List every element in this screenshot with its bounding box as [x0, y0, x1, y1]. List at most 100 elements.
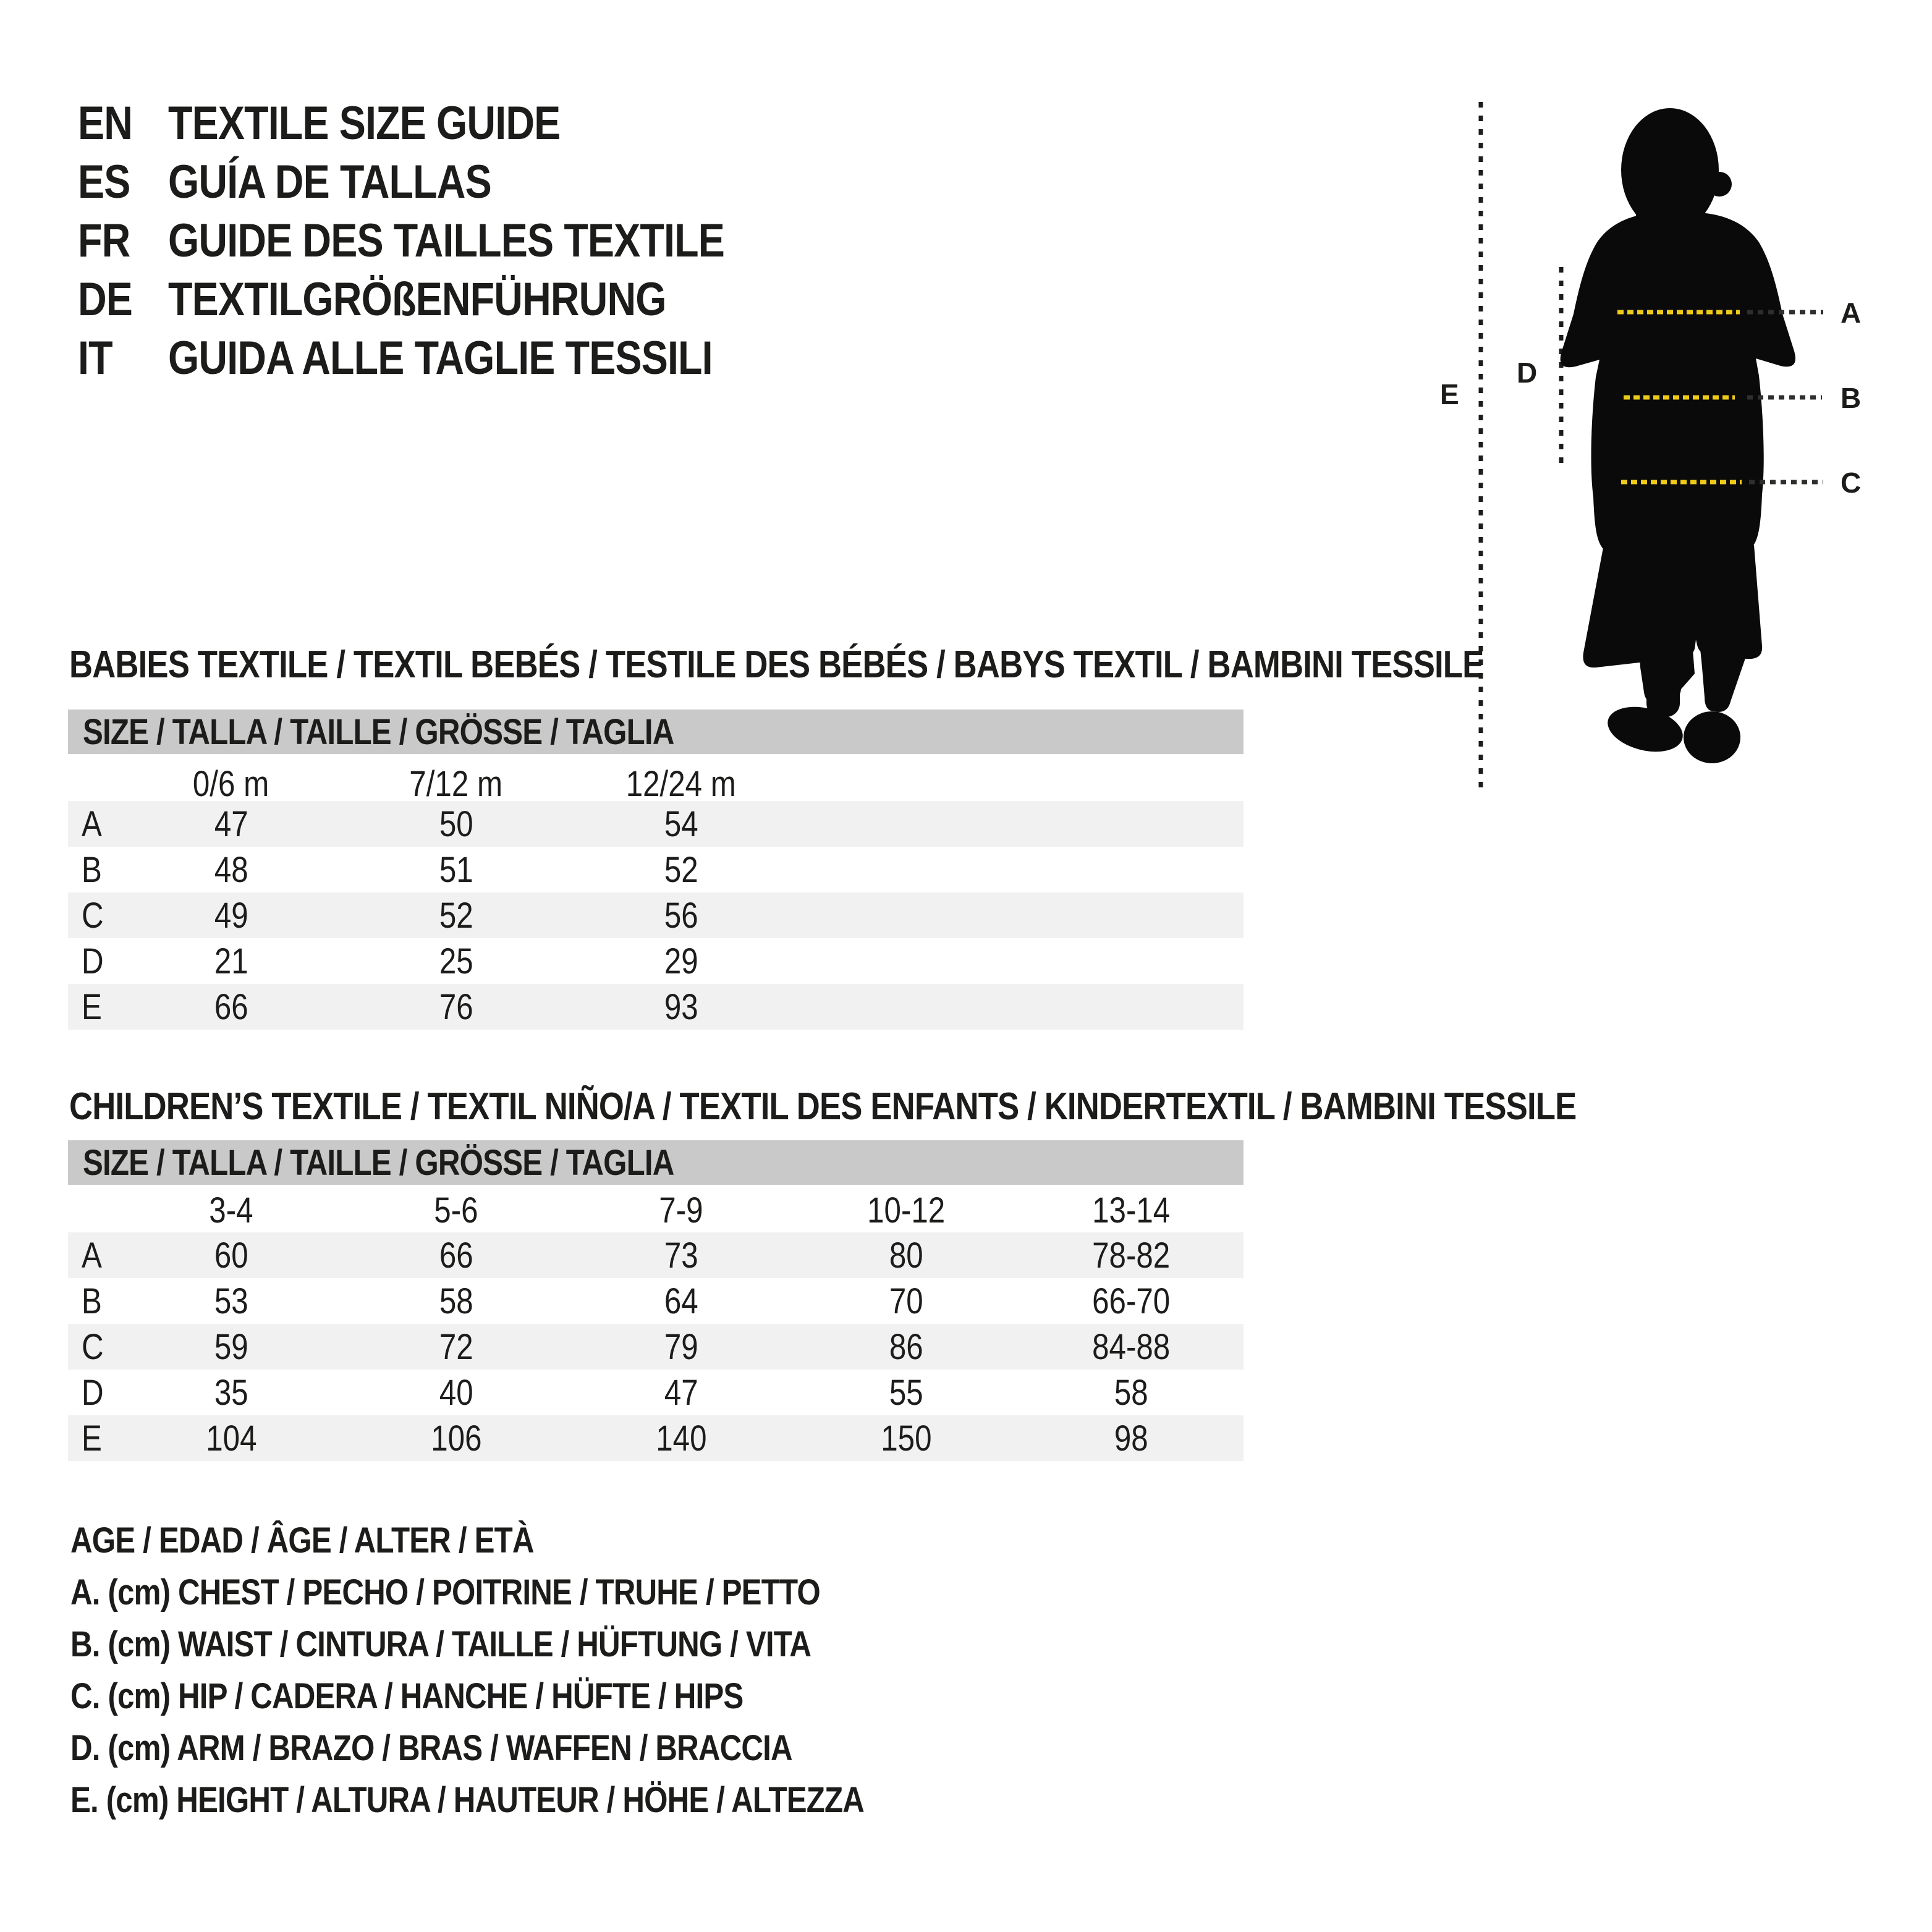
children-col-5-6: 5-6 — [434, 1190, 478, 1231]
cell-value: 150 — [880, 1418, 932, 1459]
children-col-3-4: 3-4 — [209, 1190, 253, 1231]
cell-value: 47 — [664, 1372, 698, 1413]
children-row-e: E 104 106 140 150 98 — [68, 1415, 1244, 1461]
cell-value: 66-70 — [1091, 1281, 1171, 1321]
cell-value: 84-88 — [1091, 1326, 1171, 1367]
children-section-title: CHILDREN’S TEXTILE / TEXTIL NIÑO/A / TEX… — [69, 1085, 1577, 1128]
row-label: D — [82, 1372, 104, 1413]
babies-section-title: BABIES TEXTILE / TEXTIL BEBÉS / TESTILE … — [69, 643, 1484, 686]
cell-value: 40 — [439, 1372, 473, 1413]
guide-title-it: GUIDA ALLE TAGLIE TESSILI — [168, 332, 713, 384]
cell-value: 52 — [664, 849, 698, 890]
guide-title-es: GUÍA DE TALLAS — [168, 156, 492, 208]
cell-value: 60 — [214, 1235, 248, 1276]
cell-value: 80 — [889, 1235, 923, 1276]
measure-label-a: A — [1841, 297, 1861, 329]
row-label: A — [82, 803, 102, 844]
babies-row-c: C 49 52 56 — [68, 892, 1244, 938]
babies-row-e: E 66 76 93 — [68, 984, 1244, 1030]
cell-value: 93 — [664, 986, 698, 1027]
row-label: A — [82, 1235, 102, 1276]
cell-value: 49 — [214, 895, 248, 936]
babies-row-b: B 48 51 52 — [68, 847, 1244, 892]
cell-value: 73 — [664, 1235, 698, 1276]
babies-col-12-24m: 12/24 m — [625, 763, 737, 804]
legend-chest: A. (cm) CHEST / PECHO / POITRINE / TRUHE… — [70, 1572, 821, 1612]
child-silhouette — [1560, 108, 1796, 763]
children-row-c: C 59 72 79 86 84-88 — [68, 1324, 1244, 1370]
cell-value: 29 — [664, 941, 698, 981]
child-measurement-diagram: A B C D E — [1440, 102, 1861, 794]
children-size-header-bar: SIZE / TALLA / TAILLE / GRÖSSE / TAGLIA — [68, 1140, 1244, 1185]
children-col-10-12: 10-12 — [866, 1190, 946, 1231]
cell-value: 52 — [439, 895, 473, 936]
legend-height: E. (cm) HEIGHT / ALTURA / HAUTEUR / HÖHE… — [70, 1780, 865, 1820]
cell-value: 47 — [214, 803, 248, 844]
cell-value: 55 — [889, 1372, 923, 1413]
legend-hip: C. (cm) HIP / CADERA / HANCHE / HÜFTE / … — [70, 1676, 744, 1716]
cell-value: 79 — [664, 1326, 698, 1367]
babies-size-header-bar: SIZE / TALLA / TAILLE / GRÖSSE / TAGLIA — [68, 710, 1244, 754]
lang-code: EN — [78, 97, 133, 150]
children-row-a: A 60 66 73 80 78-82 — [68, 1232, 1244, 1278]
row-label: B — [82, 1281, 102, 1321]
guide-title-de: TEXTILGRÖßENFÜHRUNG — [168, 273, 667, 326]
cell-value: 140 — [655, 1418, 707, 1459]
babies-row-a: A 47 50 54 — [68, 801, 1244, 847]
cell-value: 98 — [1114, 1418, 1148, 1459]
cell-value: 104 — [205, 1418, 257, 1459]
cell-value: 50 — [439, 803, 473, 844]
measure-label-d: D — [1517, 357, 1537, 389]
children-column-header-row: 3-4 5-6 7-9 10-12 13-14 — [68, 1188, 1244, 1232]
lang-row-it: IT GUIDA ALLE TAGLIE TESSILI — [78, 329, 823, 388]
cell-value: 78-82 — [1091, 1235, 1171, 1276]
legend-arm: D. (cm) ARM / BRAZO / BRAS / WAFFEN / BR… — [70, 1728, 793, 1768]
cell-value: 70 — [889, 1281, 923, 1321]
babies-col-7-12m: 7/12 m — [409, 763, 503, 804]
cell-value: 72 — [439, 1326, 473, 1367]
lang-code: IT — [78, 332, 113, 384]
cell-value: 64 — [664, 1281, 698, 1321]
measure-label-b: B — [1841, 382, 1861, 414]
lang-row-es: ES GUÍA DE TALLAS — [78, 153, 823, 211]
cell-value: 51 — [439, 849, 473, 890]
children-col-7-9: 7-9 — [659, 1190, 703, 1231]
cell-value: 66 — [439, 1235, 473, 1276]
row-label: D — [82, 941, 104, 981]
cell-value: 54 — [664, 803, 698, 844]
language-title-block: EN TEXTILE SIZE GUIDE ES GUÍA DE TALLAS … — [78, 94, 823, 388]
legend-waist: B. (cm) WAIST / CINTURA / TAILLE / HÜFTU… — [70, 1624, 811, 1664]
legend-age: AGE / EDAD / ÂGE / ALTER / ETÀ — [70, 1520, 535, 1561]
cell-value: 25 — [439, 941, 473, 981]
cell-value: 48 — [214, 849, 248, 890]
lang-row-en: EN TEXTILE SIZE GUIDE — [78, 94, 823, 153]
cell-value: 58 — [1114, 1372, 1148, 1413]
children-row-b: B 53 58 64 70 66-70 — [68, 1278, 1244, 1324]
measure-label-e: E — [1440, 378, 1459, 410]
cell-value: 56 — [664, 895, 698, 936]
cell-value: 59 — [214, 1326, 248, 1367]
row-label: B — [82, 849, 102, 890]
cell-value: 58 — [439, 1281, 473, 1321]
lang-row-de: DE TEXTILGRÖßENFÜHRUNG — [78, 270, 823, 329]
cell-value: 86 — [889, 1326, 923, 1367]
cell-value: 53 — [214, 1281, 248, 1321]
guide-title-fr: GUIDE DES TAILLES TEXTILE — [168, 214, 725, 267]
row-label: E — [82, 986, 102, 1027]
children-row-d: D 35 40 47 55 58 — [68, 1370, 1244, 1415]
babies-column-header-row: 0/6 m 7/12 m 12/24 m — [68, 761, 1244, 806]
lang-code: DE — [78, 273, 133, 326]
row-label: C — [82, 1326, 104, 1367]
cell-value: 35 — [214, 1372, 248, 1413]
babies-row-d: D 21 25 29 — [68, 938, 1244, 984]
cell-value: 76 — [439, 986, 473, 1027]
measurement-legend: AGE / EDAD / ÂGE / ALTER / ETÀ A. (cm) C… — [70, 1515, 1004, 1826]
lang-code: ES — [78, 156, 130, 208]
guide-title-en: TEXTILE SIZE GUIDE — [168, 97, 561, 150]
children-col-13-14: 13-14 — [1091, 1190, 1171, 1231]
measure-label-c: C — [1841, 467, 1861, 499]
lang-row-fr: FR GUIDE DES TAILLES TEXTILE — [78, 211, 823, 270]
babies-col-0-6m: 0/6 m — [193, 763, 269, 804]
cell-value: 66 — [214, 986, 248, 1027]
